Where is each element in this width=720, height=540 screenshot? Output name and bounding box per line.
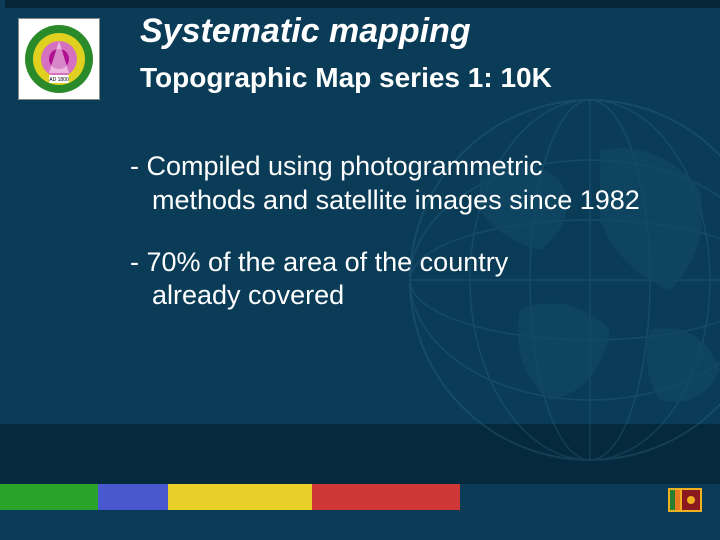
dept-logo: AD 1800 [18, 18, 100, 100]
bullet-1: - Compiled using photogrammetric methods… [130, 150, 670, 218]
bullet-1-rest: methods and satellite images since 1982 [130, 184, 670, 218]
colorbar-seg-0 [0, 484, 98, 510]
colorbar-seg-2 [168, 484, 313, 510]
sri-lanka-flag-icon [668, 488, 702, 512]
bullet-2-rest: already covered [130, 279, 670, 313]
top-band [5, 0, 720, 8]
bullet-2-lead: - 70% of the area of the country [130, 247, 508, 277]
slide-subtitle: Topographic Map series 1: 10K [140, 62, 552, 94]
colorbar-seg-3 [312, 484, 460, 510]
bullet-1-lead: - Compiled using photogrammetric [130, 151, 543, 181]
slide: AD 1800 Systematic mapping Topographic M… [0, 0, 720, 540]
color-bar [0, 484, 460, 510]
svg-text:AD 1800: AD 1800 [49, 77, 69, 83]
colorbar-seg-1 [98, 484, 168, 510]
bullet-2: - 70% of the area of the country already… [130, 246, 670, 314]
slide-title: Systematic mapping [140, 12, 471, 51]
content-area: - Compiled using photogrammetric methods… [130, 150, 670, 313]
